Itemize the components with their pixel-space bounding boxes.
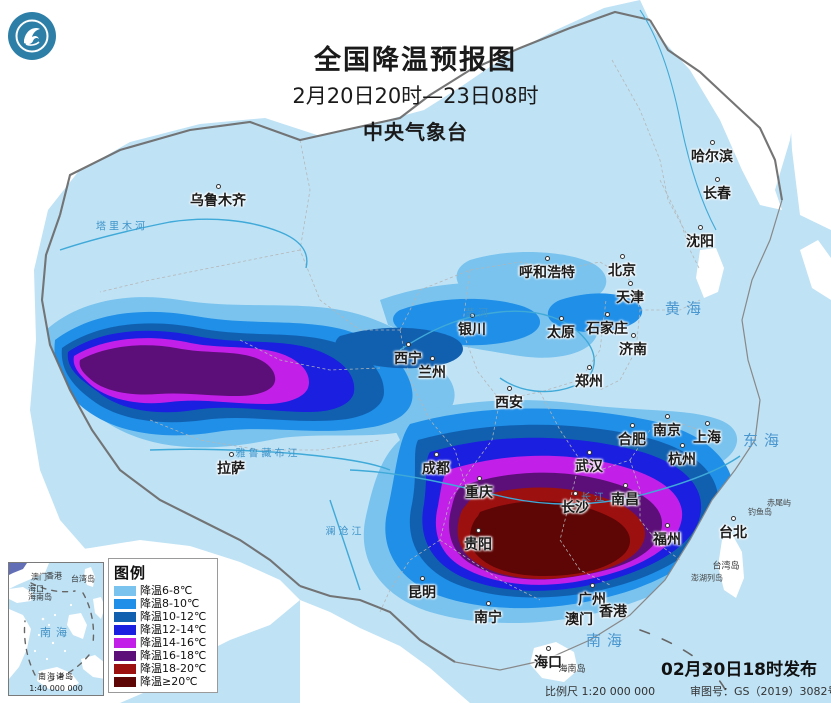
- land-far-northeast: [760, 0, 831, 230]
- legend-item-label: 降温10-12℃: [140, 610, 207, 623]
- legend-item: 降温10-12℃: [114, 610, 212, 623]
- issue-time: 02月20日18时发布: [661, 660, 817, 680]
- land-indochina: [300, 600, 470, 703]
- legend-item-label: 降温14-16℃: [140, 636, 207, 649]
- map-scale: 比例尺 1:20 000 000: [545, 685, 656, 698]
- legend-item-label: 降温18-20℃: [140, 662, 207, 675]
- land-northwest: [0, 0, 640, 575]
- band-ge-20: [470, 501, 631, 576]
- cooling-bands: [46, 251, 743, 624]
- land-northeast: [640, 0, 800, 210]
- legend-color-swatch: [114, 598, 136, 609]
- inset-sea-label: 南海: [40, 625, 72, 639]
- south-china-sea-inset: 南海 南海诸岛 1:40 000 000 海口 海南岛 澳门 香港 台湾岛: [8, 562, 104, 696]
- river-lancang: [329, 499, 361, 591]
- legend-item: 降温≥20℃: [114, 675, 212, 688]
- land-korea: [696, 248, 724, 298]
- legend-item-label: 降温8-10℃: [140, 597, 200, 610]
- inset-map-svg: [9, 563, 103, 695]
- national-border: [40, 10, 784, 663]
- province-borders: [99, 59, 701, 613]
- legend-item-label: 降温≥20℃: [140, 675, 198, 688]
- legend-color-swatch: [114, 650, 136, 661]
- land-taiwan: [718, 534, 744, 598]
- legend-item-label: 降温16-18℃: [140, 649, 207, 662]
- legend-color-swatch: [114, 663, 136, 674]
- river-yellow: [399, 310, 595, 393]
- legend-rows: 降温6-8℃ 降温8-10℃ 降温10-12℃ 降温12-14℃ 降温14-16℃ 降温1…: [114, 584, 212, 688]
- legend-item: 降温18-20℃: [114, 662, 212, 675]
- legend-color-swatch: [114, 676, 136, 687]
- legend-item-label: 降温6-8℃: [140, 584, 193, 597]
- legend-color-swatch: [114, 585, 136, 596]
- river-heilongjiang: [639, 9, 717, 231]
- inset-islands-label: 南海诸岛: [38, 672, 74, 681]
- legend-item: 降温6-8℃: [114, 584, 212, 597]
- legend-color-swatch: [114, 624, 136, 635]
- land-japan: [800, 240, 831, 300]
- land-hainan: [530, 642, 578, 682]
- legend-item: 降温14-16℃: [114, 636, 212, 649]
- inset-scale-label: 1:40 000 000: [29, 684, 83, 693]
- legend-item: 降温16-18℃: [114, 649, 212, 662]
- river-tarim: [59, 218, 308, 269]
- legend-item: 降温12-14℃: [114, 623, 212, 636]
- legend-panel: 图例 降温6-8℃ 降温8-10℃ 降温10-12℃ 降温12-14℃ 降温14-16℃…: [108, 558, 218, 693]
- cma-dragon-logo: [8, 12, 56, 60]
- legend-item: 降温8-10℃: [114, 597, 212, 610]
- legend-color-swatch: [114, 637, 136, 648]
- legend-title: 图例: [114, 564, 147, 582]
- rivers: [59, 9, 741, 591]
- river-yangtze: [349, 455, 741, 505]
- legend-color-swatch: [114, 611, 136, 622]
- river-yarlung: [149, 448, 391, 471]
- legend-item-label: 降温12-14℃: [140, 623, 207, 636]
- coastline: [454, 199, 783, 671]
- approval-number: 审图号：GS（2019）3082号: [690, 685, 831, 698]
